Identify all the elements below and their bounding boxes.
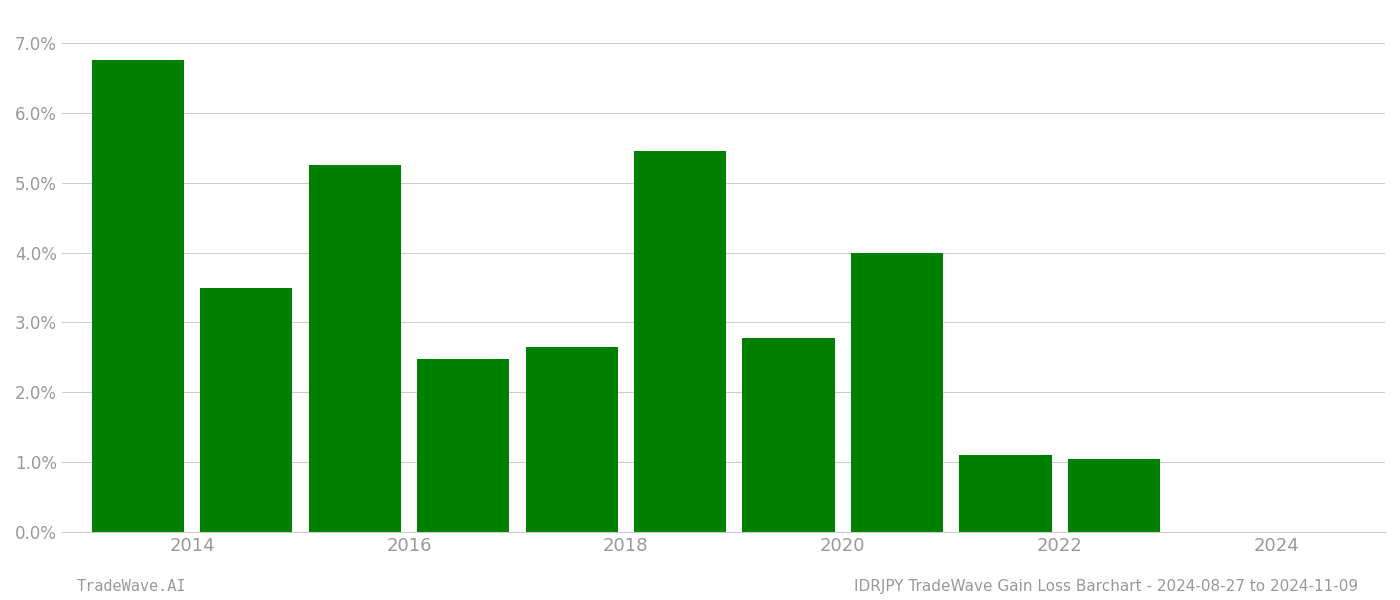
Bar [308,165,400,532]
Bar [417,359,510,532]
Bar [525,347,617,532]
Bar [200,287,293,532]
Text: IDRJPY TradeWave Gain Loss Barchart - 2024-08-27 to 2024-11-09: IDRJPY TradeWave Gain Loss Barchart - 20… [854,579,1358,594]
Text: TradeWave.AI: TradeWave.AI [77,579,186,594]
Bar [851,253,944,532]
Bar [1068,459,1161,532]
Bar [742,338,834,532]
Bar [634,151,727,532]
Bar [91,61,183,532]
Bar [959,455,1051,532]
